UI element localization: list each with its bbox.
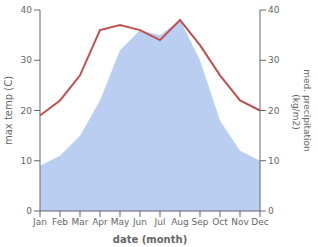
svg-text:Aug: Aug xyxy=(171,217,189,227)
svg-text:Sep: Sep xyxy=(192,217,209,227)
svg-text:Jul: Jul xyxy=(154,217,166,227)
svg-text:Jun: Jun xyxy=(132,217,147,227)
svg-text:10: 10 xyxy=(268,156,280,166)
svg-text:Apr: Apr xyxy=(92,217,108,227)
svg-text:30: 30 xyxy=(21,55,33,65)
svg-text:0: 0 xyxy=(26,206,32,216)
svg-text:med. precipitation (kg/m2): med. precipitation (kg/m2) xyxy=(291,69,310,151)
svg-text:20: 20 xyxy=(21,106,33,116)
svg-text:Dec: Dec xyxy=(251,217,268,227)
svg-text:0: 0 xyxy=(268,206,274,216)
svg-text:May: May xyxy=(111,217,130,227)
svg-text:Jan: Jan xyxy=(32,217,47,227)
svg-text:Nov: Nov xyxy=(231,217,249,227)
svg-text:40: 40 xyxy=(268,5,280,15)
svg-text:Feb: Feb xyxy=(52,217,68,227)
svg-text:10: 10 xyxy=(21,156,33,166)
svg-text:date (month): date (month) xyxy=(113,234,187,245)
svg-text:40: 40 xyxy=(21,5,33,15)
svg-text:Oct: Oct xyxy=(212,217,228,227)
svg-text:max temp (C): max temp (C) xyxy=(8,76,14,145)
svg-text:20: 20 xyxy=(268,106,280,116)
svg-text:30: 30 xyxy=(268,55,280,65)
svg-text:Mar: Mar xyxy=(72,217,89,227)
